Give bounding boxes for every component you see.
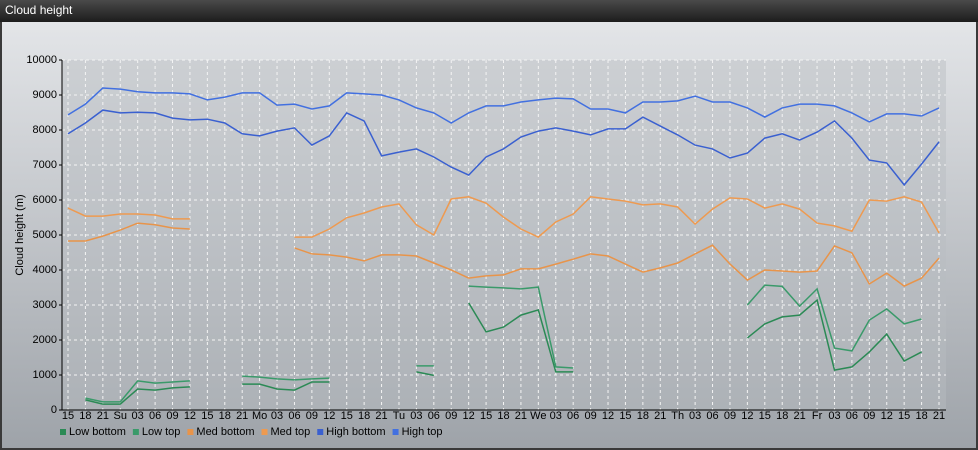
chart-title: Cloud height: [5, 3, 73, 17]
x-tick-label: 12: [602, 410, 614, 422]
legend-swatch: [392, 429, 399, 435]
x-tick-label: We: [530, 410, 546, 422]
x-tick-label: 21: [97, 410, 109, 422]
y-tick-label: 6000: [33, 194, 57, 206]
x-tick-label: Mo: [252, 410, 267, 422]
x-tick-label: Th: [671, 410, 684, 422]
x-tick-label: 06: [706, 410, 718, 422]
x-tick-label: 15: [480, 410, 492, 422]
x-tick-label: 15: [201, 410, 213, 422]
x-tick-label: 21: [654, 410, 666, 422]
legend-swatch: [60, 429, 66, 435]
x-tick-label: 09: [166, 410, 178, 422]
x-tick-label: 12: [741, 410, 753, 422]
x-tick-label: 21: [515, 410, 527, 422]
x-tick-label: 03: [410, 410, 422, 422]
series-line: [68, 222, 940, 287]
x-tick-label: 12: [323, 410, 335, 422]
legend-label: Low bottom: [69, 426, 126, 438]
y-tick-label: 5000: [33, 229, 57, 241]
x-tick-label: 12: [184, 410, 196, 422]
x-tick-label: 09: [306, 410, 318, 422]
x-tick-label: 03: [271, 410, 283, 422]
y-tick-label: 4000: [33, 264, 57, 276]
x-tick-label: 21: [236, 410, 248, 422]
y-tick-label: 7000: [33, 159, 57, 171]
x-tick-label: 15: [759, 410, 771, 422]
x-tick-label: 06: [567, 410, 579, 422]
x-tick-label: 09: [724, 410, 736, 422]
x-tick-label: 06: [846, 410, 858, 422]
y-tick-label: 0: [51, 404, 57, 416]
x-tick-label: 06: [288, 410, 300, 422]
y-axis-label: Cloud height (m): [14, 194, 26, 275]
x-tick-label: 09: [863, 410, 875, 422]
x-tick-label: 15: [341, 410, 353, 422]
legend-label: Low top: [142, 426, 181, 438]
x-tick-label: 21: [933, 410, 945, 422]
y-tick-label: 1000: [33, 369, 57, 381]
series-line: [67, 109, 940, 187]
y-tick-label: 2000: [33, 334, 57, 346]
x-tick-label: 06: [149, 410, 161, 422]
legend-swatch: [187, 429, 194, 435]
x-tick-label: 12: [881, 410, 893, 422]
series-line: [85, 298, 922, 405]
x-tick-label: Tu: [393, 410, 405, 422]
x-tick-label: Fr: [812, 410, 823, 422]
series-line: [67, 196, 940, 238]
x-tick-label: 18: [637, 410, 649, 422]
x-tick-label: 18: [79, 410, 91, 422]
x-tick-label: 12: [463, 410, 475, 422]
legend-label: High bottom: [326, 426, 385, 438]
x-tick-label: 21: [375, 410, 387, 422]
y-tick-label: 3000: [33, 299, 57, 311]
y-tick-label: 8000: [33, 124, 57, 136]
x-tick-label: 09: [445, 410, 457, 422]
x-tick-label: 15: [898, 410, 910, 422]
x-tick-label: 15: [62, 410, 74, 422]
x-tick-label: 18: [915, 410, 927, 422]
x-tick-label: 03: [132, 410, 144, 422]
x-tick-label: 03: [828, 410, 840, 422]
legend-swatch: [132, 429, 139, 435]
x-tick-label: 21: [794, 410, 806, 422]
x-tick-label: 09: [584, 410, 596, 422]
x-tick-label: 06: [428, 410, 440, 422]
x-tick-label: 18: [219, 410, 231, 422]
legend-label: High top: [402, 426, 443, 438]
y-tick-label: 9000: [33, 89, 57, 101]
x-tick-label: 18: [776, 410, 788, 422]
y-tick-label: 10000: [26, 54, 57, 66]
legend-swatch: [261, 429, 268, 435]
x-tick-label: Su: [114, 410, 127, 422]
series-line: [67, 87, 940, 124]
series-line: [85, 284, 922, 403]
x-tick-label: 18: [497, 410, 509, 422]
x-tick-label: 15: [619, 410, 631, 422]
x-tick-label: 03: [689, 410, 701, 422]
legend-swatch: [317, 429, 324, 435]
title-bar: [0, 0, 978, 22]
x-tick-label: 18: [358, 410, 370, 422]
x-tick-label: 03: [550, 410, 562, 422]
legend-label: Med top: [271, 426, 311, 438]
legend-label: Med bottom: [196, 426, 254, 438]
